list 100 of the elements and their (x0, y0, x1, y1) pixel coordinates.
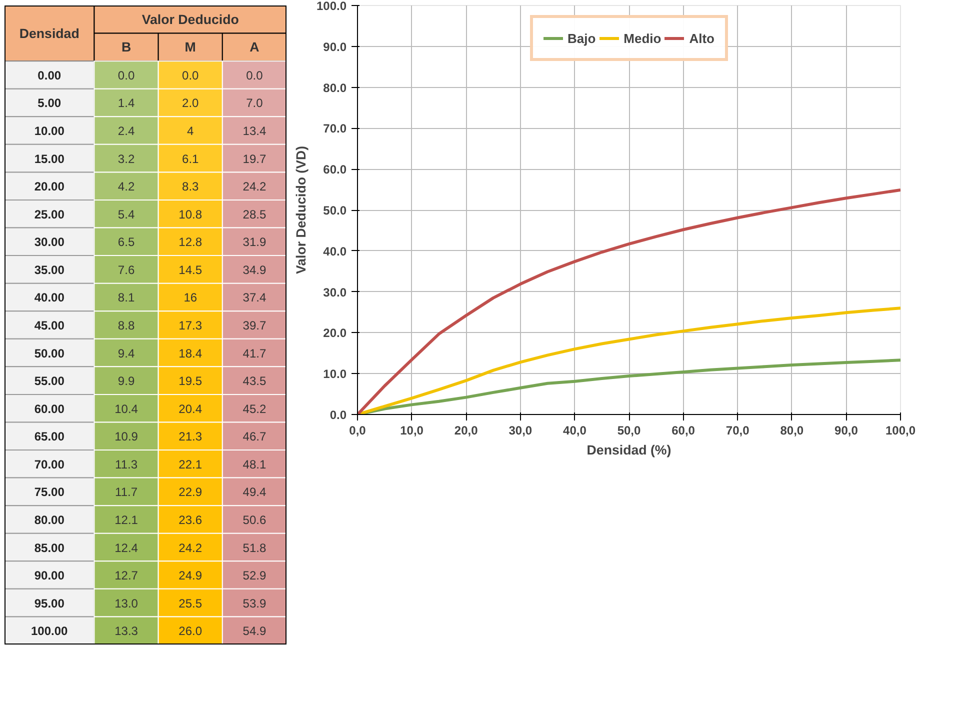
data-label: 8.3 (182, 180, 200, 194)
y-tick-label: 20.00 (34, 180, 65, 194)
data-label: 10.8 (178, 207, 202, 222)
data-label: 53.9 (242, 596, 266, 610)
data-label: 49.4 (242, 485, 266, 500)
y-tick-label: 30.00 (34, 235, 65, 250)
data-label: 12.1 (114, 512, 138, 527)
y-tick-label: 80.00 (34, 512, 65, 527)
y-tick-label: 0.0 (330, 408, 347, 422)
data-label: 23.6 (178, 512, 202, 527)
y-tick-label: 75.00 (34, 485, 65, 500)
data-label: 46.7 (242, 430, 266, 444)
data-label: 54.9 (242, 624, 266, 638)
data-label: 18.4 (178, 346, 202, 360)
data-label: 4 (187, 124, 194, 138)
data-label: 31.9 (242, 235, 266, 250)
legend-label: Alto (689, 30, 715, 46)
x-tick-label: 90,0 (834, 424, 858, 438)
y-tick-label: 100.00 (31, 624, 68, 638)
x-tick-label: 30,0 (508, 424, 532, 438)
y-tick-label: 80.0 (323, 80, 347, 95)
data-label: 19.7 (242, 152, 266, 166)
x-tick-label: 0,0 (349, 424, 366, 438)
data-label: 37.4 (242, 290, 266, 305)
data-label: 8.1 (118, 290, 135, 305)
x-tick-label: 70,0 (726, 424, 750, 438)
data-label: 39.7 (242, 318, 266, 332)
x-tick-label: 10,0 (400, 424, 424, 438)
y-tick-label: 20.0 (323, 326, 347, 340)
y-tick-label: 25.00 (34, 207, 65, 222)
y-tick-label: 55.00 (34, 374, 65, 388)
data-label: 6.1 (182, 152, 200, 166)
x-tick-label: A (250, 40, 260, 55)
data-label: 8.8 (118, 318, 135, 332)
data-label: 0.0 (118, 68, 135, 82)
data-label: 0.0 (246, 68, 264, 82)
y-tick-label: 50.0 (323, 204, 347, 218)
y-tick-label: 10.00 (34, 124, 65, 138)
data-label: 24.2 (178, 540, 202, 555)
data-label: 10.4 (114, 402, 138, 416)
y-tick-label: 70.00 (34, 457, 65, 472)
data-label: 3.2 (118, 152, 135, 166)
x-tick-label: B (121, 40, 132, 55)
data-label: 51.8 (242, 540, 266, 555)
data-label: 0.0 (182, 68, 200, 82)
y-tick-label: 60.00 (34, 402, 65, 416)
y-tick-label: 95.00 (34, 596, 65, 610)
data-label: 41.7 (242, 346, 266, 360)
data-label: 4.2 (118, 180, 135, 194)
y-tick-label: 10.0 (323, 367, 347, 382)
data-label: 28.5 (242, 207, 266, 222)
y-tick-label: 90.00 (34, 568, 65, 583)
y-tick-label: 15.00 (34, 152, 65, 166)
data-label: 43.5 (242, 374, 266, 388)
y-tick-label: 0.00 (38, 68, 62, 82)
data-label: 16 (184, 290, 198, 305)
x-tick-label: 50,0 (617, 424, 642, 438)
data-label: 25.5 (178, 596, 202, 610)
data-label: 12.4 (114, 540, 138, 555)
data-label: 6.5 (118, 235, 135, 250)
y-tick-label: 90.0 (323, 40, 347, 54)
data-label: 12.7 (114, 568, 138, 583)
y-tick-label: 5.00 (38, 96, 62, 110)
data-label: 7.0 (246, 96, 264, 110)
x-tick-label: 100,0 (885, 424, 916, 438)
data-label: 13.3 (114, 624, 138, 638)
data-label: 11.3 (115, 457, 138, 472)
data-label: 2.0 (182, 96, 200, 110)
data-label: 48.1 (242, 457, 266, 472)
y-tick-label: 60.0 (323, 162, 347, 177)
data-label: 52.9 (242, 568, 266, 583)
legend-label: Bajo (567, 30, 596, 46)
x-tick-label: 20,0 (454, 424, 478, 438)
data-label: 45.2 (242, 402, 266, 416)
y-tick-label: 40.0 (323, 244, 347, 258)
data-label: 9.9 (118, 374, 135, 388)
text: Densidad (19, 26, 80, 41)
y-tick-label: 50.00 (34, 346, 65, 360)
data-label: 22.1 (178, 457, 202, 472)
y-axis-title: Valor Deducido (VD) (293, 146, 308, 274)
x-tick-label: M (184, 40, 196, 55)
x-tick-label: 80,0 (780, 424, 804, 438)
data-label: 11.7 (115, 485, 138, 500)
data-label: 26.0 (178, 624, 202, 638)
y-tick-label: 65.00 (34, 430, 65, 444)
x-tick-label: 40,0 (563, 424, 587, 438)
data-label: 24.2 (242, 180, 266, 194)
data-label: 12.8 (178, 235, 202, 250)
y-tick-label: 40.00 (34, 290, 65, 305)
data-label: 34.9 (242, 262, 266, 277)
data-label: 5.4 (118, 207, 135, 222)
data-label: 21.3 (178, 430, 202, 444)
data-label: 19.5 (178, 374, 202, 388)
data-label: 22.9 (178, 485, 202, 500)
y-tick-label: 85.00 (34, 540, 65, 555)
data-label: 24.9 (178, 568, 202, 583)
y-tick-label: 70.0 (323, 122, 347, 136)
data-label: 1.4 (118, 96, 135, 110)
data-label: 2.4 (118, 124, 135, 138)
data-label: 13.4 (242, 124, 266, 138)
